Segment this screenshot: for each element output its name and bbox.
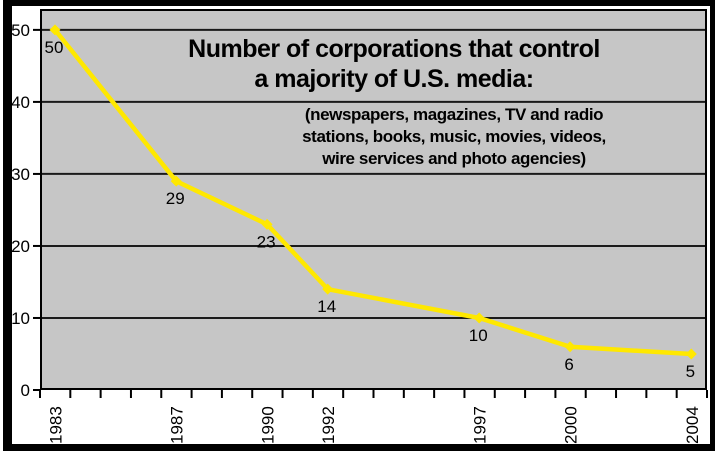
x-axis-label-2004: 2004 (683, 406, 702, 444)
chart-subtitle-line3: wire services and photo agencies) (322, 149, 586, 168)
x-axis-label-1990: 1990 (259, 406, 278, 444)
x-axis-label-group-2000: 2000 (562, 406, 581, 444)
y-axis-label-10: 10 (11, 309, 30, 328)
x-axis-label-1992: 1992 (319, 406, 338, 444)
x-axis-label-group-1997: 1997 (471, 406, 490, 444)
x-axis-label-group-2004: 2004 (683, 406, 702, 444)
data-point-label-2000: 6 (564, 355, 573, 374)
data-point-label-1983: 50 (45, 38, 64, 57)
data-point-marker-1990 (261, 218, 273, 230)
data-point-label-2004: 5 (686, 362, 695, 381)
y-axis-label-50: 50 (11, 21, 30, 40)
plot-area (40, 9, 707, 390)
y-axis-label-30: 30 (11, 165, 30, 184)
x-axis-label-group-1992: 1992 (319, 406, 338, 444)
chart-subtitle: (newspapers, magazines, TV and radio sta… (244, 104, 664, 170)
x-axis-label-group-1990: 1990 (259, 406, 278, 444)
y-axis-label-0: 0 (21, 381, 30, 400)
data-point-label-1987: 29 (166, 189, 185, 208)
chart-title-line2: a majority of U.S. media: (254, 65, 534, 93)
data-point-marker-1983 (49, 24, 61, 36)
data-point-label-1997: 10 (469, 326, 488, 345)
x-axis-label-2000: 2000 (562, 406, 581, 444)
chart-subtitle-line1: (newspapers, magazines, TV and radio (304, 105, 604, 124)
data-point-marker-1987 (170, 175, 182, 187)
x-axis-label-1983: 1983 (47, 406, 66, 444)
x-axis-label-1987: 1987 (168, 406, 187, 444)
chart-title: Number of corporations that control a ma… (114, 34, 674, 94)
data-point-marker-2004 (685, 348, 697, 360)
data-point-label-1990: 23 (257, 232, 276, 251)
chart-title-line1: Number of corporations that control (188, 35, 600, 63)
x-axis-label-group-1983: 1983 (47, 406, 66, 444)
x-axis-label-group-1987: 1987 (168, 406, 187, 444)
data-point-label-1992: 14 (317, 297, 336, 316)
data-point-marker-2000 (564, 341, 576, 353)
y-axis-label-20: 20 (11, 237, 30, 256)
chart-subtitle-line2: stations, books, music, movies, videos, (302, 127, 606, 146)
data-point-marker-1997 (473, 312, 485, 324)
y-axis-label-40: 40 (11, 93, 30, 112)
x-axis-label-1997: 1997 (471, 406, 490, 444)
data-point-marker-1992 (322, 283, 334, 295)
